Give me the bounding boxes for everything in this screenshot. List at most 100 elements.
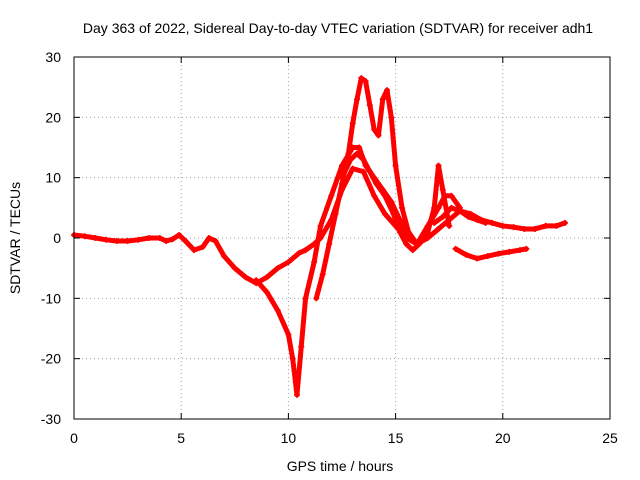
data-point (424, 228, 431, 235)
data-point (360, 156, 367, 163)
data-point (302, 247, 309, 254)
data-point (499, 222, 506, 229)
data-point (263, 289, 270, 296)
data-point (253, 277, 260, 284)
data-point (381, 192, 388, 199)
data-point (439, 213, 446, 220)
y-tick-label: 10 (45, 170, 61, 186)
data-point (390, 210, 397, 217)
data-point (311, 259, 318, 266)
data-point (274, 307, 281, 314)
data-point (124, 238, 131, 245)
data-point (285, 259, 292, 266)
data-point (199, 244, 206, 251)
data-point (356, 144, 363, 151)
data-point (431, 204, 438, 211)
data-point (446, 222, 453, 229)
data-point (231, 265, 238, 272)
data-point (495, 250, 502, 257)
data-point (379, 96, 386, 103)
data-point (411, 238, 418, 245)
data-point (456, 207, 463, 214)
data-point (510, 224, 517, 231)
data-point (399, 204, 406, 211)
data-point (169, 236, 176, 243)
y-tick-label: -30 (41, 411, 61, 427)
x-tick-label: 25 (602, 430, 618, 446)
data-point (176, 231, 183, 238)
series-track-4 (339, 150, 453, 254)
data-point (182, 238, 189, 245)
y-tick-label: 30 (45, 49, 61, 65)
series-track-3 (313, 75, 418, 302)
data-point (103, 236, 110, 243)
data-point (354, 150, 361, 157)
data-point (431, 219, 438, 226)
data-point (191, 247, 198, 254)
data-point (221, 253, 228, 260)
data-point (416, 241, 423, 248)
data-point (293, 391, 300, 398)
data-point (339, 180, 345, 187)
data-point (347, 156, 354, 163)
data-point (384, 87, 391, 94)
data-point (373, 180, 380, 187)
data-point (163, 238, 170, 245)
data-point (388, 114, 395, 121)
data-point (358, 75, 365, 82)
data-point (242, 274, 249, 281)
data-point (298, 343, 305, 350)
series-line (253, 145, 463, 398)
data-point (135, 236, 142, 243)
data-point (405, 228, 412, 235)
data-point (81, 233, 88, 240)
x-tick-label: 0 (70, 430, 78, 446)
data-point (506, 248, 513, 255)
data-point (542, 222, 549, 229)
y-tick-label: -10 (41, 290, 61, 306)
data-point (482, 219, 489, 226)
data-point (435, 225, 442, 232)
series-line (313, 75, 418, 301)
data-point (113, 238, 120, 245)
data-point (212, 238, 219, 245)
data-point (366, 168, 373, 175)
data-point (371, 126, 378, 133)
data-point (516, 247, 523, 254)
data-point (326, 241, 333, 248)
data-point (206, 235, 213, 241)
data-point (354, 96, 361, 103)
data-point (92, 235, 99, 241)
x-tick-label: 15 (388, 430, 404, 446)
data-point (392, 162, 399, 169)
chart-title: Day 363 of 2022, Sidereal Day-to-day VTE… (83, 20, 593, 36)
data-point (156, 235, 163, 241)
data-point (274, 265, 281, 272)
data-point (474, 216, 481, 223)
data-point (332, 210, 339, 217)
x-tick-label: 10 (281, 430, 297, 446)
data-point (561, 219, 568, 226)
data-point (146, 235, 153, 241)
data-point (302, 295, 309, 302)
data-point (371, 192, 378, 199)
y-tick-label: 0 (53, 230, 61, 246)
data-point (465, 213, 472, 220)
data-point (523, 245, 530, 252)
data-point (349, 120, 356, 127)
data-point (448, 192, 455, 199)
data-point (463, 251, 470, 258)
data-point (375, 132, 382, 139)
data-point (317, 222, 324, 229)
data-point (448, 204, 455, 211)
x-tick-label: 5 (177, 430, 185, 446)
data-point (319, 271, 326, 278)
y-tick-label: -20 (41, 351, 61, 367)
y-axis-label: SDTVAR / TECUs (7, 182, 23, 294)
data-point (362, 78, 369, 85)
data-point (360, 168, 367, 175)
series-track-5 (431, 204, 489, 226)
data-point (381, 210, 388, 217)
data-point (289, 355, 296, 362)
